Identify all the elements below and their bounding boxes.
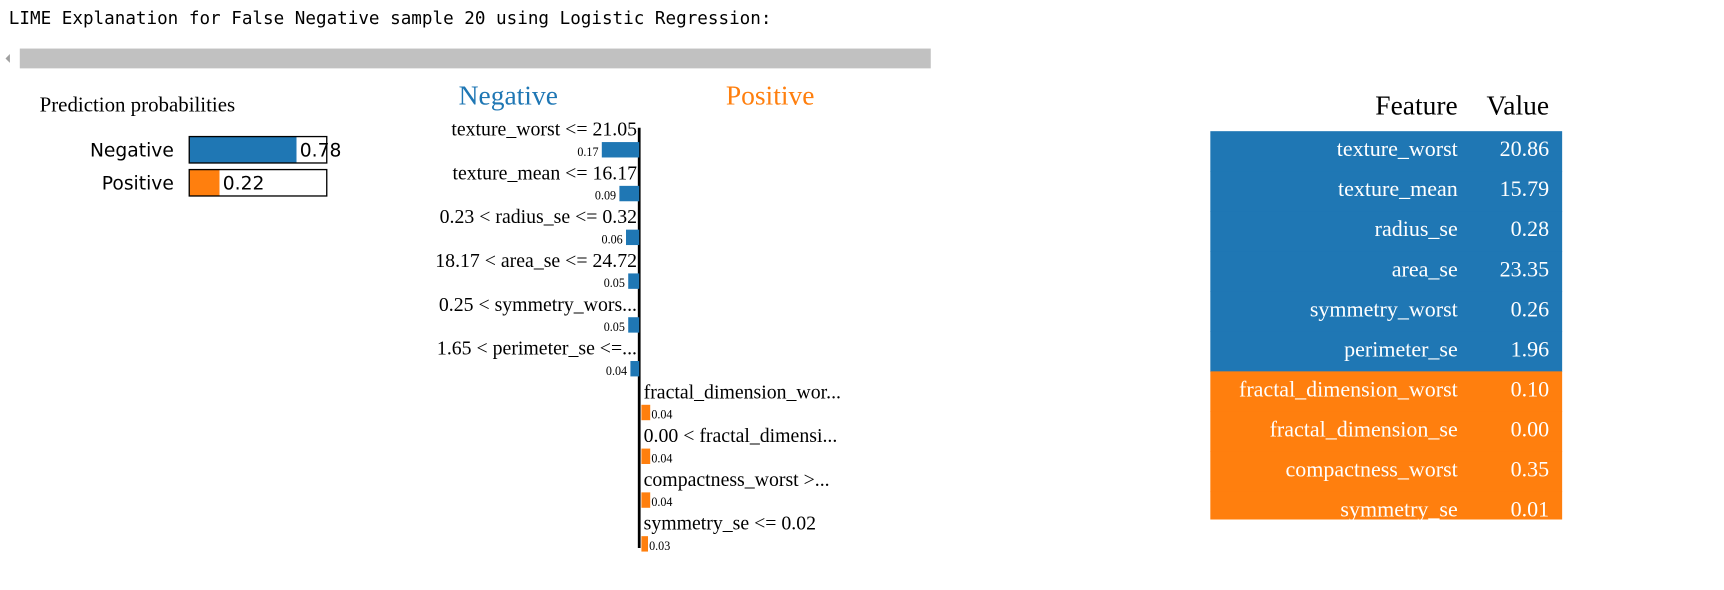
table-feature: area_se <box>1392 256 1458 281</box>
table-feature: compactness_worst <box>1285 457 1457 482</box>
probability-value: 0.22 <box>223 173 265 194</box>
weight-label: 0.09 <box>595 189 616 203</box>
table-row <box>1210 411 1563 452</box>
feature-table: texture_worst 20.86 texture_mean 15.79 radiu… <box>1210 131 1563 522</box>
feature-label: 18.17 < area_se <= 24.72 <box>435 250 637 272</box>
table-header: Value <box>1486 89 1549 120</box>
table-row <box>1210 211 1563 252</box>
table-value: 1.96 <box>1511 336 1550 361</box>
weight-label: 0.03 <box>649 539 670 553</box>
feature-label: texture_worst <= 21.05 <box>451 119 637 141</box>
probability-value: 0.78 <box>300 140 342 161</box>
table-value: 23.35 <box>1500 256 1550 281</box>
table-row <box>1210 131 1563 172</box>
weight-label: 0.04 <box>606 364 627 378</box>
positive-heading: Positive <box>726 79 815 110</box>
weight-bar <box>641 492 651 508</box>
table-feature: perimeter_se <box>1344 336 1458 361</box>
weight-bar <box>630 361 640 377</box>
feature-label: compactness_worst >... <box>644 469 830 491</box>
weight-bar <box>641 536 649 552</box>
class-label: Negative <box>90 140 174 161</box>
table-feature: texture_worst <box>1337 136 1458 161</box>
weight-bar <box>628 273 640 289</box>
table-feature: fractal_dimension_se <box>1270 416 1458 441</box>
table-row <box>1210 451 1563 493</box>
weight-label: 0.17 <box>577 145 598 159</box>
table-row <box>1210 491 1563 520</box>
weight-label: 0.05 <box>604 320 625 334</box>
scroll-arrow[interactable] <box>5 54 10 63</box>
table-feature: radius_se <box>1375 216 1458 241</box>
table-value: 15.79 <box>1500 176 1550 201</box>
table-value: 0.28 <box>1511 216 1550 241</box>
table-row <box>1210 171 1563 212</box>
negative-heading: Negative <box>459 79 558 110</box>
table-value: 0.10 <box>1511 376 1550 401</box>
weight-bar <box>641 404 651 421</box>
table-row <box>1210 331 1563 372</box>
weight-bar <box>626 229 640 246</box>
table-row <box>1210 251 1563 292</box>
scrollbar[interactable] <box>19 48 931 69</box>
feature-label: 1.65 < perimeter_se <=... <box>437 338 637 360</box>
table-header: Feature <box>1375 89 1457 120</box>
table-feature: texture_mean <box>1338 176 1458 201</box>
feature-label: 0.25 < symmetry_wors... <box>439 294 637 316</box>
table-value: 0.26 <box>1511 296 1550 321</box>
feature-label: texture_mean <= 16.17 <box>452 162 637 184</box>
weight-label: 0.04 <box>651 451 672 465</box>
table-row <box>1210 371 1563 412</box>
table-row <box>1210 291 1563 332</box>
table-feature: fractal_dimension_worst <box>1239 376 1458 401</box>
table-value: 0.00 <box>1511 416 1550 441</box>
weight-label: 0.04 <box>651 495 672 509</box>
probability-frame <box>188 168 328 197</box>
probability-bar <box>189 169 220 196</box>
table-feature: symmetry_worst <box>1310 296 1458 321</box>
probability-frame <box>188 135 328 164</box>
weight-label: 0.04 <box>651 408 672 422</box>
weight-label: 0.06 <box>602 232 623 246</box>
weight-bar <box>641 448 651 464</box>
probability-bar <box>189 136 297 163</box>
weight-label: 0.05 <box>604 276 625 290</box>
probabilities-title: Prediction probabilities <box>40 93 236 117</box>
table-feature: symmetry_se <box>1340 497 1457 522</box>
feature-label: 0.23 < radius_se <= 0.32 <box>440 206 637 228</box>
weight-bar <box>619 185 640 202</box>
output-title: LIME Explanation for False Negative samp… <box>9 9 772 29</box>
table-value: 20.86 <box>1500 136 1550 161</box>
weight-bar <box>601 142 640 158</box>
feature-label: fractal_dimension_wor... <box>644 381 841 403</box>
weight-bar <box>628 317 640 333</box>
table-value: 0.35 <box>1511 457 1550 482</box>
feature-label: symmetry_se <= 0.02 <box>644 513 816 535</box>
feature-label: 0.00 < fractal_dimensi... <box>644 425 838 447</box>
class-label: Positive <box>102 173 174 194</box>
table-value: 0.01 <box>1511 497 1550 522</box>
